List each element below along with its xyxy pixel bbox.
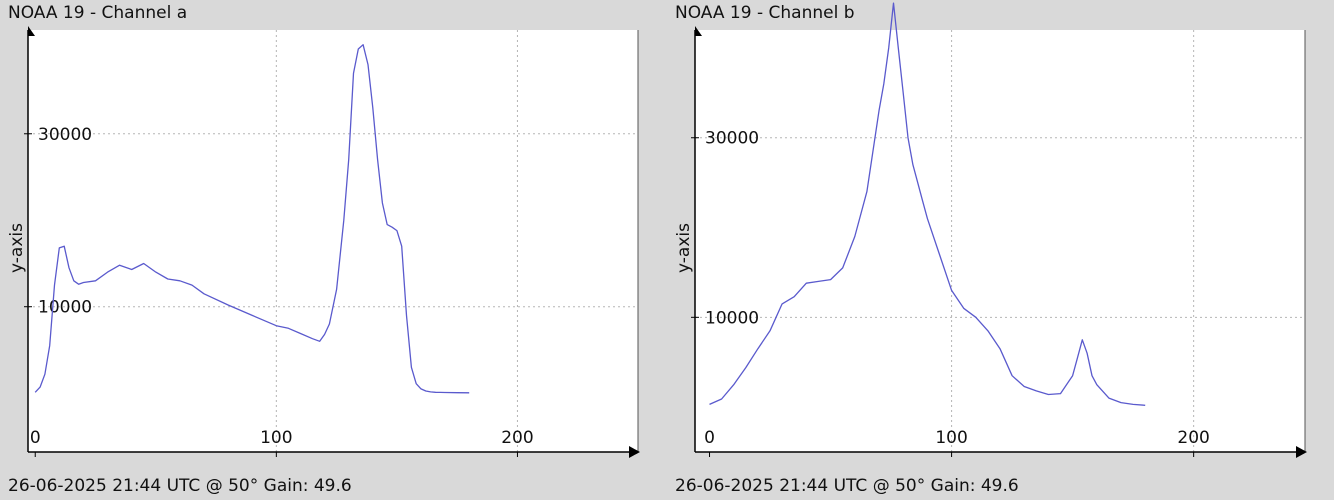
plot-area <box>28 30 638 452</box>
plot-area <box>695 30 1305 452</box>
x-tick-label: 200 <box>501 428 533 448</box>
y-tick-label: 30000 <box>38 125 92 145</box>
y-tick-label: 10000 <box>705 308 759 328</box>
chart-plot-b: 0 100 200 10000 30000 <box>691 2 1307 458</box>
x-tick-label: 0 <box>30 428 41 448</box>
y-tick-label: 30000 <box>705 129 759 149</box>
x-axis-arrow <box>629 446 640 458</box>
chart-panel-a: NOAA 19 - Channel a y-axis 0 100 200 10000 3… <box>7 3 640 496</box>
series-line <box>709 2 1146 406</box>
chart-footer: 26-06-2025 21:44 UTC @ 50° Gain: 49.6 <box>8 476 352 496</box>
x-tick-label: 100 <box>260 428 292 448</box>
y-axis-arrow <box>695 26 702 36</box>
series-line <box>34 44 470 394</box>
y-axis-arrow <box>28 26 35 36</box>
x-axis-arrow <box>1296 446 1307 458</box>
chart-panel-b: NOAA 19 - Channel b y-axis 0 100 200 10000 3… <box>667 0 1334 500</box>
chart-title: NOAA 19 - Channel b <box>675 3 855 23</box>
x-tick-label: 100 <box>935 428 967 448</box>
x-tick-label: 200 <box>1177 428 1209 448</box>
x-tick-label: 0 <box>704 428 715 448</box>
chart-title: NOAA 19 - Channel a <box>8 3 188 23</box>
chart-plot-a: 0 100 200 10000 30000 <box>24 26 640 458</box>
y-tick-label: 10000 <box>38 298 92 318</box>
chart-footer: 26-06-2025 21:44 UTC @ 50° Gain: 49.6 <box>675 476 1019 496</box>
